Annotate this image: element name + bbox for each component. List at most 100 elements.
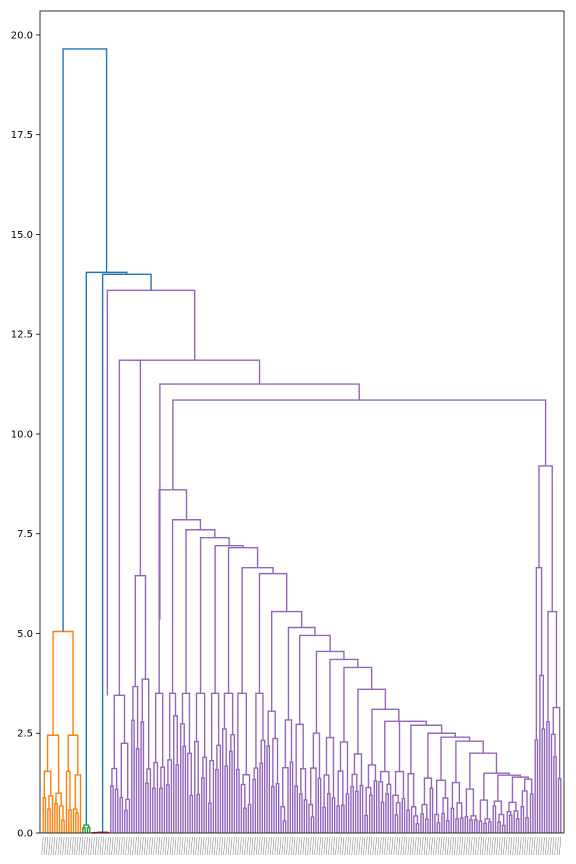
dendrogram-link-184 (201, 777, 205, 833)
dendrogram-link-169 (241, 566, 274, 694)
leaf-mark-158 (409, 836, 412, 856)
dendrogram-link-68 (473, 819, 478, 833)
leaf-mark-43 (141, 836, 144, 856)
dendrogram-link-215 (547, 610, 558, 722)
leaf-mark-211 (533, 836, 536, 856)
leaf-mark-7 (57, 836, 60, 856)
dendrogram-link-147 (282, 766, 289, 833)
dendrogram-link-168 (237, 692, 248, 775)
leaf-mark-86 (242, 836, 244, 856)
leaf-mark-10 (64, 836, 67, 856)
leaf-mark-175 (449, 836, 452, 856)
y-tick-label-7: 17.5 (11, 130, 33, 141)
leaf-mark-157 (407, 836, 410, 856)
leaf-mark-49 (155, 836, 158, 856)
leaf-mark-1 (43, 836, 46, 856)
leaf-mark-150 (391, 836, 394, 856)
leaf-mark-61 (183, 836, 186, 856)
dendrogram-link-31 (125, 798, 131, 833)
leaf-mark-4 (50, 836, 53, 856)
leaf-mark-30 (111, 836, 114, 856)
dendrogram-link-203 (160, 766, 166, 833)
leaf-mark-96 (265, 836, 268, 856)
leaf-mark-34 (120, 836, 123, 856)
dendrogram-link-201 (153, 761, 159, 833)
leaf-mark-221 (556, 836, 559, 856)
dendrogram-link-126 (343, 666, 373, 742)
leaf-mark-171 (440, 836, 443, 856)
leaf-mark-45 (146, 836, 149, 856)
leaf-mark-101 (276, 836, 279, 856)
leaf-mark-134 (353, 836, 356, 856)
leaf-mark-118 (316, 836, 319, 856)
dendrogram-link-139 (294, 785, 299, 833)
leaf-mark-22 (92, 836, 95, 856)
leaf-mark-98 (269, 836, 272, 856)
leaf-mark-202 (512, 836, 515, 856)
leaf-mark-124 (330, 836, 333, 856)
dendrogram-link-205 (158, 489, 188, 694)
leaf-mark-127 (337, 836, 340, 856)
leaf-mark-120 (321, 836, 324, 856)
leaf-mark-156 (405, 836, 408, 856)
leaf-mark-138 (363, 836, 366, 856)
dendrogram-link-151 (266, 745, 271, 833)
plot-background (40, 11, 564, 833)
leaf-mark-33 (118, 836, 121, 856)
leaf-mark-65 (193, 836, 195, 856)
leaf-mark-97 (267, 836, 270, 856)
leaf-mark-37 (127, 836, 130, 856)
leaf-mark-208 (526, 836, 529, 856)
leaf-mark-196 (498, 836, 501, 856)
leaf-mark-60 (181, 836, 184, 856)
leaf-mark-71 (207, 836, 209, 856)
dendrogram-link-135 (310, 767, 317, 833)
dendrogram-link-81 (445, 819, 450, 833)
leaf-mark-84 (237, 836, 240, 856)
leaf-mark-186 (475, 836, 478, 856)
leaf-mark-116 (311, 836, 314, 856)
leaf-mark-190 (484, 836, 487, 856)
leaf-mark-197 (500, 836, 503, 856)
leaf-mark-205 (519, 836, 522, 856)
dendrogram-link-11 (75, 812, 79, 833)
leaf-mark-115 (309, 836, 312, 856)
leaf-mark-0 (41, 836, 44, 856)
dendrogram-link-42 (118, 359, 142, 696)
leaf-mark-159 (412, 836, 415, 856)
dendrogram-link-211 (553, 756, 557, 833)
leaf-mark-2 (46, 836, 49, 856)
leaf-mark-180 (461, 836, 464, 856)
dendrogram-link-100 (401, 797, 406, 833)
dendrogram-link-7 (55, 792, 62, 806)
leaf-mark-168 (433, 836, 436, 856)
dendrogram-link-183 (194, 740, 199, 833)
dendrogram-link-70 (465, 788, 475, 817)
dendrogram-link-110 (368, 794, 373, 833)
leaf-mark-21 (90, 836, 93, 856)
leaf-mark-106 (288, 836, 291, 856)
leaf-mark-153 (398, 836, 401, 856)
dendrogram-link-92 (415, 823, 420, 833)
dendrogram-link-198 (168, 692, 177, 760)
leaf-mark-94 (260, 836, 263, 856)
leaf-mark-100 (274, 836, 277, 856)
y-tick-label-1: 2.5 (17, 729, 33, 740)
leaf-mark-53 (165, 836, 167, 856)
leaf-mark-35 (123, 836, 125, 856)
leaf-mark-68 (200, 836, 202, 856)
leaf-mark-8 (60, 836, 63, 856)
leaf-mark-173 (444, 836, 447, 856)
leaf-mark-80 (228, 836, 230, 856)
leaf-mark-113 (304, 836, 307, 856)
leaf-mark-67 (197, 836, 200, 856)
leaf-mark-40 (134, 836, 137, 856)
leaf-mark-167 (430, 836, 433, 856)
leaf-mark-128 (339, 836, 342, 856)
leaf-mark-58 (176, 836, 179, 856)
dendrogram-link-177 (209, 759, 215, 833)
dendrogram-link-156 (270, 610, 303, 712)
leaf-mark-74 (214, 836, 216, 856)
leaf-mark-14 (74, 836, 77, 856)
y-tick-label-5: 12.5 (11, 330, 33, 341)
